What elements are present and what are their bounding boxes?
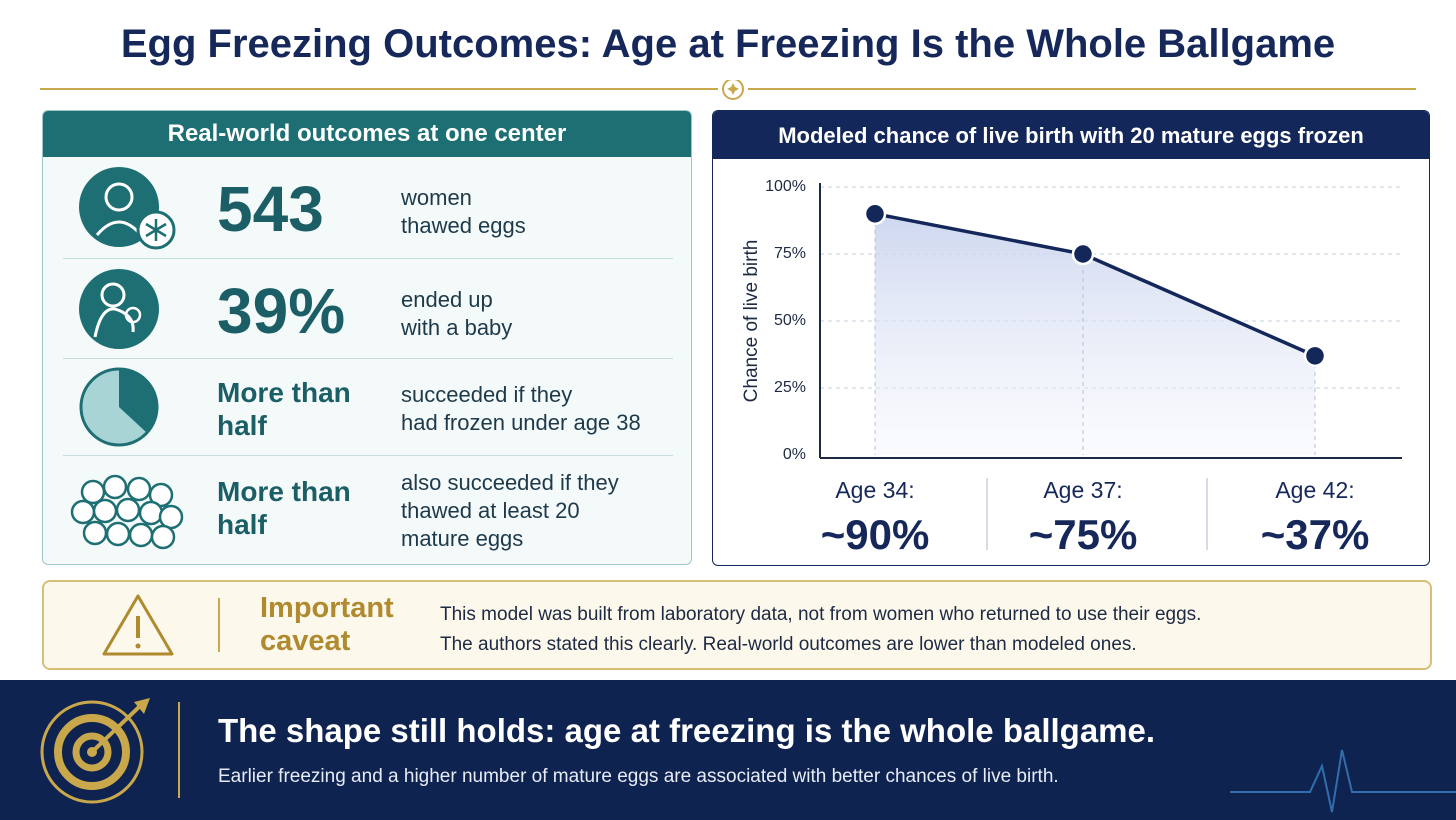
stat-text: also succeeded if they thawed at least 2… (401, 469, 619, 553)
value-label: ~75% (1029, 511, 1138, 558)
panel-title: Real-world outcomes at one center (43, 111, 691, 157)
chart: 0% 25% 50% 75% 100% Chance of live birth Age 3… (741, 178, 1402, 558)
text-line: The authors stated this clearly. Real-wo… (440, 634, 1137, 655)
footer-headline: The shape still holds: age at freezing i… (218, 712, 1156, 749)
caveat-text: This model was built from laboratory dat… (440, 600, 1201, 660)
point (1071, 242, 1095, 266)
area (875, 213, 1315, 455)
value-label: ~90% (821, 511, 930, 558)
stat-text: succeeded if they had frozen under age 3… (401, 381, 641, 437)
text-line: Important (260, 592, 394, 624)
outcomes-panel: Real-world outcomes at one center 543 wo (42, 110, 692, 565)
text-line: More than (217, 377, 351, 408)
stat-figure: 543 (217, 173, 324, 245)
footer-divider (178, 702, 180, 798)
footer-subtext: Earlier freezing and a higher number of … (218, 766, 1059, 787)
category-label: Age 34: (835, 477, 914, 503)
y-axis-label: Chance of live birth (741, 240, 762, 403)
text-line: had frozen under age 38 (401, 410, 641, 435)
row-icons (70, 167, 184, 550)
stat-figure: More than half (217, 475, 351, 541)
value-label: ~37% (1261, 511, 1370, 558)
title-divider (40, 80, 1416, 100)
category-label: Age 37: (1043, 477, 1122, 503)
text-line: women (401, 185, 472, 210)
text-line: succeeded if they (401, 382, 573, 407)
y-tick-label: 0% (783, 446, 806, 463)
target-icon (40, 698, 150, 804)
footer-decoration (1230, 749, 1456, 813)
text-line: More than (217, 476, 351, 507)
caveat-title: Important caveat (260, 592, 394, 658)
warning-icon (102, 594, 174, 656)
text-line: with a baby (401, 315, 513, 340)
text-line: thawed eggs (401, 213, 526, 238)
chart-title: Modeled chance of live birth with 20 mat… (713, 111, 1429, 159)
text-line: caveat (260, 625, 351, 657)
text-line: mature eggs (401, 526, 524, 551)
category-label: Age 42: (1275, 477, 1354, 503)
y-tick-label: 75% (774, 245, 806, 262)
row-separator (63, 358, 673, 359)
point (863, 202, 887, 226)
text-line: ended up (401, 287, 493, 312)
stat-text: women thawed eggs (401, 184, 526, 240)
caveat-box: Important caveat This model was built fr… (42, 580, 1432, 670)
y-tick-label: 100% (765, 178, 806, 195)
caveat-divider (218, 598, 220, 652)
stat-text: ended up with a baby (401, 286, 512, 342)
text-line: also succeeded if they (401, 470, 619, 495)
y-tick-label: 25% (774, 379, 806, 396)
text-line: half (217, 410, 267, 441)
y-tick-label: 50% (774, 312, 806, 329)
stat-figure: 39% (217, 275, 346, 347)
text-line: thawed at least 20 (401, 498, 580, 523)
page-title: Egg Freezing Outcomes: Age at Freezing I… (120, 22, 1336, 66)
point (1303, 344, 1327, 368)
text-line: half (217, 509, 267, 540)
text-line: This model was built from laboratory dat… (440, 604, 1202, 625)
stat-figure: More than half (217, 376, 351, 442)
footer: The shape still holds: age at freezing i… (0, 680, 1456, 820)
row-separator (63, 258, 673, 259)
row-separator (63, 455, 673, 456)
